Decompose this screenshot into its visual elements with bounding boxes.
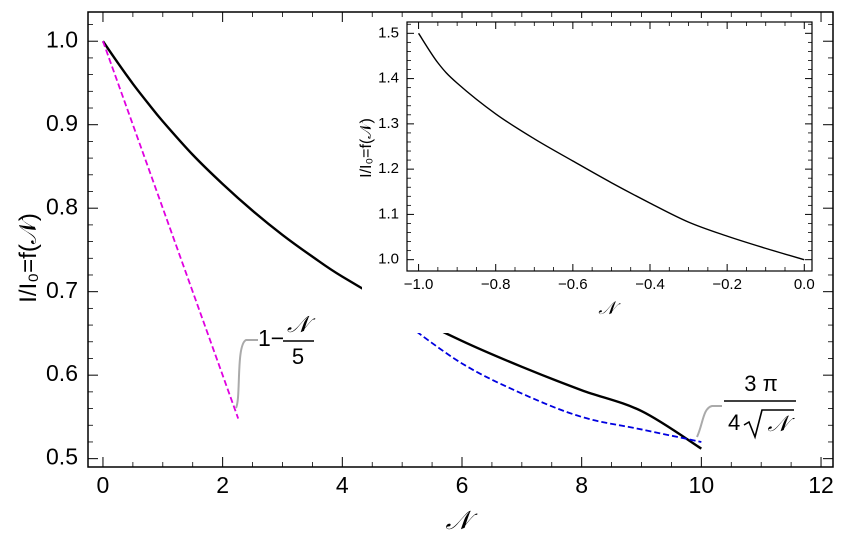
main-plot-frame: [87, 11, 834, 468]
asymptotic-approx-label: 3 π 4 𝒩: [724, 371, 796, 440]
inset-y-axis-label: I/I₀=f(𝒩): [358, 118, 375, 178]
inset-x-tick-label: −0.2: [712, 276, 742, 293]
main-y-axis-label: I/I₀=f(𝒩): [15, 213, 42, 303]
main-series-line-1: [102, 40, 240, 419]
linear-approx-numerator: 𝒩: [287, 312, 316, 338]
linear-approx-label: 1− 𝒩 5: [258, 312, 316, 369]
inset-series-line-0: [417, 32, 805, 261]
inset-x-tick-label: −0.8: [481, 276, 511, 293]
main-x-axis-label: 𝒩: [446, 506, 479, 536]
main-x-tick-label: 6: [456, 472, 469, 498]
main-x-tick-label: 8: [575, 472, 588, 498]
main-y-tick-label: 1.0: [46, 26, 78, 52]
inset-y-tick-label: 1.0: [378, 251, 399, 268]
main-x-tick-label: 2: [216, 472, 229, 498]
main-y-tick-label: 0.8: [46, 193, 78, 219]
linear-approx-prefix: 1−: [258, 325, 284, 351]
inset-y-tick-label: 1.2: [378, 160, 399, 177]
inset-x-tick-label: −1.0: [404, 276, 434, 293]
main-x-tick-label: 0: [97, 472, 110, 498]
main-y-tick-label: 0.9: [46, 110, 78, 136]
main-x-tick-label: 10: [689, 472, 715, 498]
asymptotic-approx-numerator: 3 π: [744, 371, 778, 396]
main-x-tick-label: 12: [808, 472, 834, 498]
radical-sign: [743, 409, 794, 440]
inset-x-tick-label: −0.4: [635, 276, 665, 293]
inset-x-tick-label: 0.0: [794, 276, 815, 293]
inset-y-tick-label: 1.5: [378, 24, 399, 41]
main-series-line-0: [101, 40, 702, 450]
main-series-line-2: [401, 320, 702, 443]
main-x-tick-label: 4: [336, 472, 349, 498]
main-y-tick-label: 0.6: [46, 360, 78, 386]
inset-background: [362, 18, 820, 333]
main-y-tick-label: 0.5: [46, 444, 78, 470]
inset-y-tick-label: 1.4: [378, 70, 399, 87]
asymptotic-approx-leader: [696, 405, 722, 438]
inset-y-tick-label: 1.1: [378, 205, 399, 222]
asymptotic-approx-den-radicand: 𝒩: [767, 412, 795, 437]
linear-approx-leader: [235, 339, 258, 409]
asymptotic-approx-den-prefix: 4: [728, 410, 740, 435]
linear-approx-denominator: 5: [292, 344, 304, 369]
inset-y-tick-label: 1.3: [378, 115, 399, 132]
inset-x-tick-label: −0.6: [558, 276, 588, 293]
main-y-tick-label: 0.7: [46, 277, 78, 303]
inset-plot-frame: [406, 21, 813, 272]
